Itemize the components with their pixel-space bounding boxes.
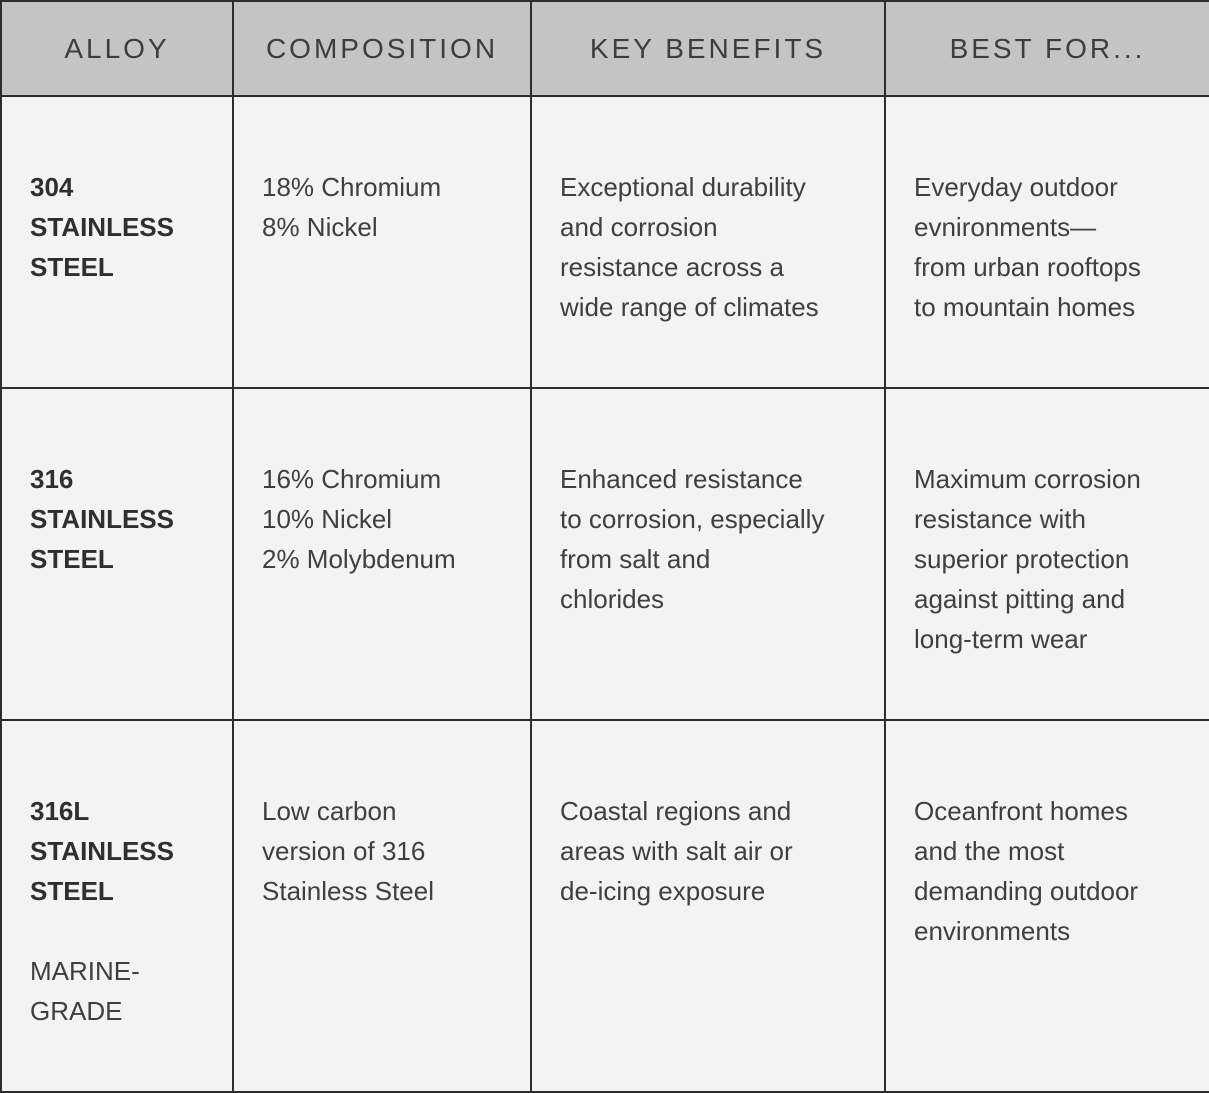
header-composition: COMPOSITION	[232, 0, 532, 97]
alloy-name-cell: 304 STAINLESS STEEL	[0, 95, 234, 389]
key-benefits-cell: Exceptional durability and corrosion res…	[530, 95, 886, 389]
composition-cell: 18% Chromium 8% Nickel	[232, 95, 532, 389]
alloy-name-cell: 316L STAINLESS STEEL MARINE- GRADE	[0, 719, 234, 1093]
header-best-for: BEST FOR...	[884, 0, 1209, 97]
table-header-row: ALLOY COMPOSITION KEY BENEFITS BEST FOR.…	[0, 0, 1209, 97]
composition-cell: Low carbon version of 316 Stainless Stee…	[232, 719, 532, 1093]
table-row: 304 STAINLESS STEEL 18% Chromium 8% Nick…	[0, 95, 1209, 389]
composition-text: 16% Chromium 10% Nickel 2% Molybdenum	[262, 464, 456, 574]
key-benefits-text: Enhanced resistance to corrosion, especi…	[560, 464, 825, 614]
composition-text: 18% Chromium 8% Nickel	[262, 172, 442, 242]
header-alloy: ALLOY	[0, 0, 234, 97]
alloy-suffix: MARINE- GRADE	[30, 956, 140, 1026]
table-row: 316L STAINLESS STEEL MARINE- GRADE Low c…	[0, 719, 1209, 1093]
key-benefits-text: Coastal regions and areas with salt air …	[560, 796, 793, 906]
key-benefits-cell: Enhanced resistance to corrosion, especi…	[530, 387, 886, 721]
alloy-name-cell: 316 STAINLESS STEEL	[0, 387, 234, 721]
best-for-cell: Maximum corrosion resistance with superi…	[884, 387, 1209, 721]
alloy-name: 304 STAINLESS STEEL	[30, 172, 174, 282]
best-for-cell: Oceanfront homes and the most demanding …	[884, 719, 1209, 1093]
alloy-name: 316 STAINLESS STEEL	[30, 464, 174, 574]
best-for-cell: Everyday outdoor evnironments— from urba…	[884, 95, 1209, 389]
composition-text: Low carbon version of 316 Stainless Stee…	[262, 796, 434, 906]
best-for-text: Oceanfront homes and the most demanding …	[914, 796, 1139, 946]
header-key-benefits: KEY BENEFITS	[530, 0, 886, 97]
composition-cell: 16% Chromium 10% Nickel 2% Molybdenum	[232, 387, 532, 721]
best-for-text: Everyday outdoor evnironments— from urba…	[914, 172, 1141, 322]
key-benefits-text: Exceptional durability and corrosion res…	[560, 172, 819, 322]
best-for-text: Maximum corrosion resistance with superi…	[914, 464, 1141, 654]
key-benefits-cell: Coastal regions and areas with salt air …	[530, 719, 886, 1093]
table-row: 316 STAINLESS STEEL 16% Chromium 10% Nic…	[0, 387, 1209, 721]
alloy-name: 316L STAINLESS STEEL	[30, 796, 174, 906]
